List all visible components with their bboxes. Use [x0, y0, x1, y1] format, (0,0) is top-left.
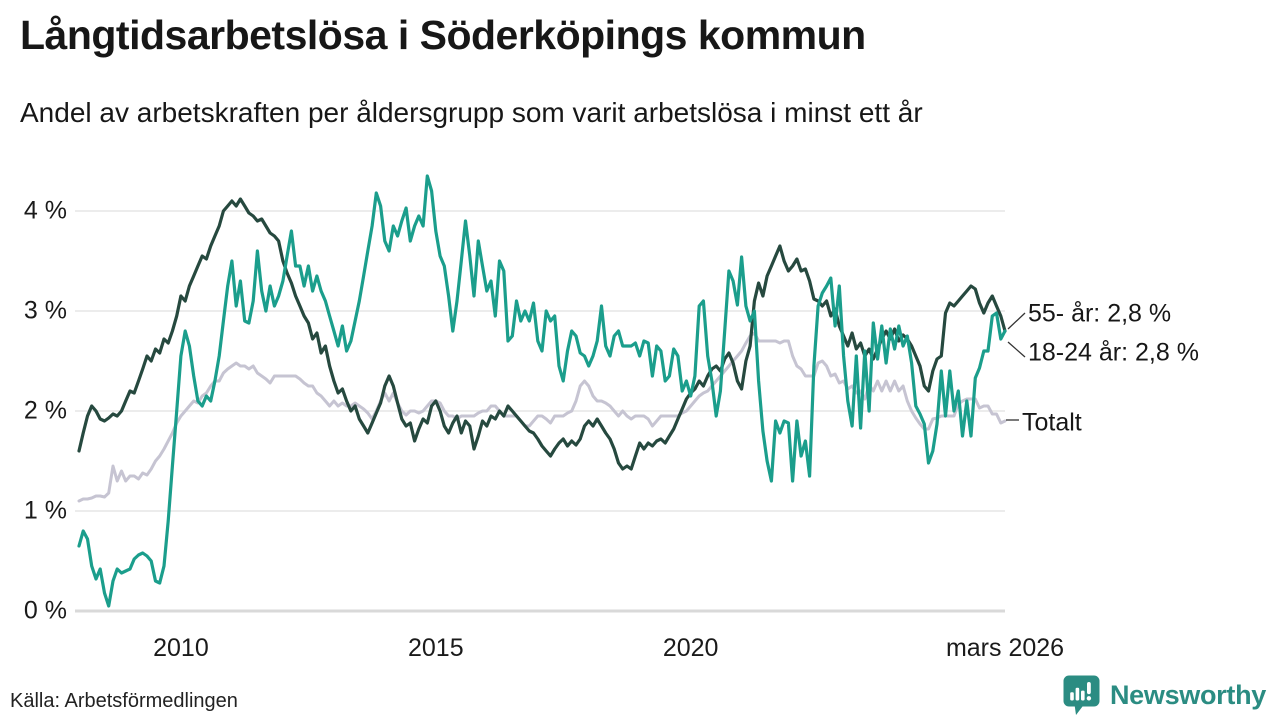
series-lines — [77, 174, 1007, 608]
y-tick-label-0: 0 % — [23, 596, 67, 625]
x-tick-label-mars-2026: mars 2026 — [945, 634, 1065, 662]
series-end-label-totalt: Totalt — [1022, 408, 1082, 437]
x-tick-label-2010: 2010 — [153, 634, 209, 662]
y-tick-label-1: 1 % — [23, 496, 67, 525]
series-line-18-24-år — [77, 174, 1007, 608]
series-line-Totalt — [77, 331, 1007, 503]
gridlines — [75, 210, 1005, 613]
x-tick-label-2020: 2020 — [662, 634, 719, 662]
page-subtitle: Andel av arbetskraften per åldersgrupp s… — [20, 97, 923, 128]
page-title: Långtidsarbetslösa i Söderköpings kommun — [20, 12, 866, 58]
branding: Newsworthy — [1062, 674, 1266, 716]
series-line-55--år — [77, 197, 1007, 471]
y-tick-label-3: 3 % — [23, 296, 67, 325]
series-end-label-18-24: 18-24 år: 2,8 % — [1028, 338, 1199, 367]
connector-line-1 — [1007, 341, 1026, 358]
newsworthy-logo-icon — [1062, 674, 1101, 716]
y-tick-label-2: 2 % — [23, 396, 67, 425]
newsworthy-wordmark: Newsworthy — [1109, 679, 1266, 710]
connector-line-0 — [1007, 312, 1026, 330]
source-text: Källa: Arbetsförmedlingen — [10, 690, 238, 712]
series-end-label-55: 55- år: 2,8 % — [1028, 299, 1172, 328]
label-connector-lines — [1006, 312, 1026, 421]
y-tick-label-4: 4 % — [23, 196, 67, 225]
x-tick-label-2015: 2015 — [407, 634, 464, 662]
